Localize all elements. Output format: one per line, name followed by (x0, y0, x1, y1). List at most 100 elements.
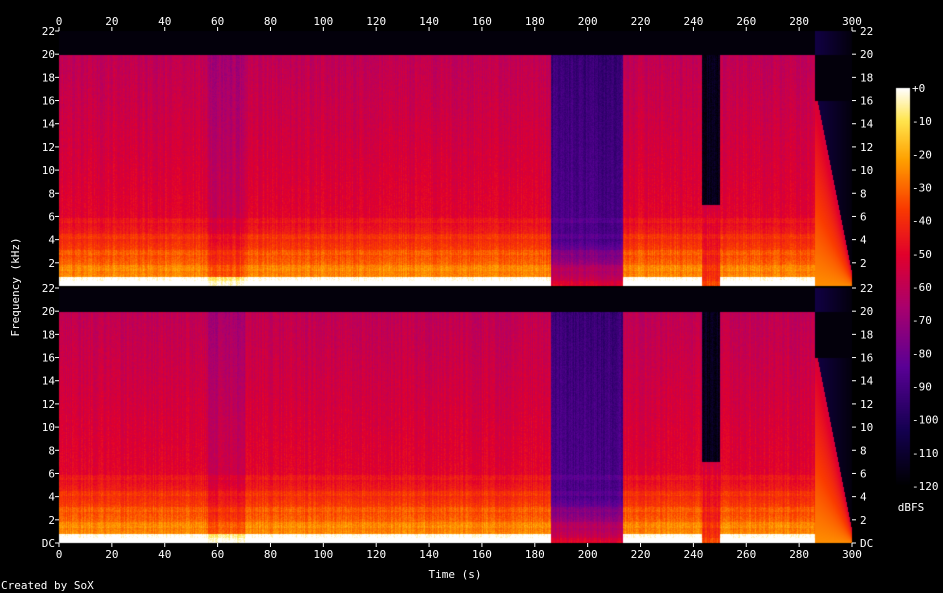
colorbar-ticks: +0 -10 -20 -30 -40 -50 -60 -70 -80 -90 -100 -110 -12… (912, 82, 939, 493)
y-tick-label: 16 (860, 352, 873, 365)
x-tick-label: 80 (264, 15, 277, 28)
x-tick-label: 240 (683, 15, 703, 28)
x-tick-label: 140 (419, 15, 439, 28)
x-tick-label: 160 (472, 548, 492, 561)
y-tick-label: 10 (42, 421, 55, 434)
colorbar-label: dBFS (898, 501, 925, 514)
x-tick-label: 60 (211, 15, 224, 28)
y-tick-label: 12 (860, 398, 873, 411)
x-tick-label: 160 (472, 15, 492, 28)
x-tick-label: 60 (211, 548, 224, 561)
x-tick-label: 260 (736, 548, 756, 561)
x-tick-label: 220 (631, 548, 651, 561)
y-tick-label: DC (42, 537, 55, 550)
credit-text: Created by SoX (1, 579, 94, 592)
y-tick-label: 10 (860, 164, 873, 177)
y-tick-label: 16 (860, 95, 873, 108)
colorbar-tick-label: +0 (912, 82, 925, 95)
y-tick-label: 10 (860, 421, 873, 434)
y-tick-label: 4 (48, 491, 55, 504)
y-axis-label: Frequency (kHz) (9, 237, 22, 336)
x-tick-label: 240 (683, 548, 703, 561)
y-tick-label: 22 (860, 282, 873, 295)
x-tick-label: 280 (789, 15, 809, 28)
colorbar-tick-label: -80 (912, 347, 932, 360)
y-tick-label: 8 (48, 444, 55, 457)
y-tick-label: 14 (860, 118, 874, 131)
x-tick-label: 140 (419, 548, 439, 561)
y-tick-label: 18 (860, 71, 873, 84)
x-tick-label: 300 (842, 548, 862, 561)
y-tick-label: 12 (42, 398, 55, 411)
y-tick-label: 14 (42, 118, 56, 131)
x-tick-label: 40 (158, 15, 171, 28)
x-tick-label: 40 (158, 548, 171, 561)
y-tick-label: 6 (860, 210, 867, 223)
y-tick-label: 2 (48, 257, 55, 270)
colorbar-tick-label: -70 (912, 314, 932, 327)
x-tick-label: 120 (366, 548, 386, 561)
y-tick-label: 18 (42, 328, 55, 341)
x-tick-label: 180 (525, 15, 545, 28)
x-tick-label: 0 (56, 548, 63, 561)
y-tick-label: 4 (48, 234, 55, 247)
y-tick-label: 6 (860, 467, 867, 480)
colorbar-tick-label: -90 (912, 381, 932, 394)
x-tick-label: 260 (736, 15, 756, 28)
y-tick-label: 8 (48, 187, 55, 200)
x-tick-label: 180 (525, 548, 545, 561)
colorbar-tick-label: -50 (912, 248, 932, 261)
colorbar-tick-label: -40 (912, 215, 932, 228)
y-tick-label: 12 (860, 141, 873, 154)
y-tick-label: 4 (860, 491, 867, 504)
x-axis-bottom: 0 20 40 60 80 100 120 140 160 180 200 220 240 260 280 3… (56, 543, 862, 561)
x-tick-label: 200 (578, 548, 598, 561)
y-tick-label: 22 (42, 282, 55, 295)
colorbar-tick-label: -30 (912, 182, 932, 195)
x-tick-label: 220 (631, 15, 651, 28)
y-tick-label: 18 (860, 328, 873, 341)
y-tick-label: 18 (42, 71, 55, 84)
colorbar-tick-label: -10 (912, 115, 932, 128)
colorbar-tick-label: -120 (912, 480, 939, 493)
y-tick-label: 12 (42, 141, 55, 154)
y-tick-label: 10 (42, 164, 55, 177)
x-tick-label: 120 (366, 15, 386, 28)
y-tick-label: 16 (42, 95, 55, 108)
y-tick-label: 4 (860, 234, 867, 247)
colorbar-tick-label: -110 (912, 447, 939, 460)
x-tick-label: 0 (56, 15, 63, 28)
x-axis-top: 0 20 40 60 80 100 120 140 160 180 200 220 240 260 280 3… (56, 15, 862, 31)
colorbar-tick-label: -20 (912, 148, 932, 161)
x-tick-label: 20 (105, 15, 118, 28)
y-tick-label: 22 (860, 25, 873, 38)
y-tick-label: 16 (42, 352, 55, 365)
y-tick-label: 8 (860, 444, 867, 457)
y-tick-label: 8 (860, 187, 867, 200)
y-tick-label: 22 (42, 25, 55, 38)
y-tick-label: 2 (860, 257, 867, 270)
y-tick-label: 2 (860, 514, 867, 527)
y-tick-label: 6 (48, 467, 55, 480)
y-tick-label: 20 (42, 48, 55, 61)
x-tick-label: 100 (313, 548, 333, 561)
x-tick-label: 300 (842, 15, 862, 28)
x-tick-label: 20 (105, 548, 118, 561)
x-tick-label: 200 (578, 15, 598, 28)
y-tick-label: 14 (860, 375, 874, 388)
x-tick-label: 280 (789, 548, 809, 561)
y-tick-label: 14 (42, 375, 56, 388)
x-tick-label: 100 (313, 15, 333, 28)
y-tick-label: 20 (860, 48, 873, 61)
colorbar-tick-label: -100 (912, 414, 939, 427)
y-tick-label: 2 (48, 514, 55, 527)
x-tick-label: 80 (264, 548, 277, 561)
y-tick-label: 20 (42, 305, 55, 318)
x-axis-label: Time (s) (429, 568, 482, 581)
y-tick-label: 6 (48, 210, 55, 223)
colorbar-tick-label: -60 (912, 281, 932, 294)
